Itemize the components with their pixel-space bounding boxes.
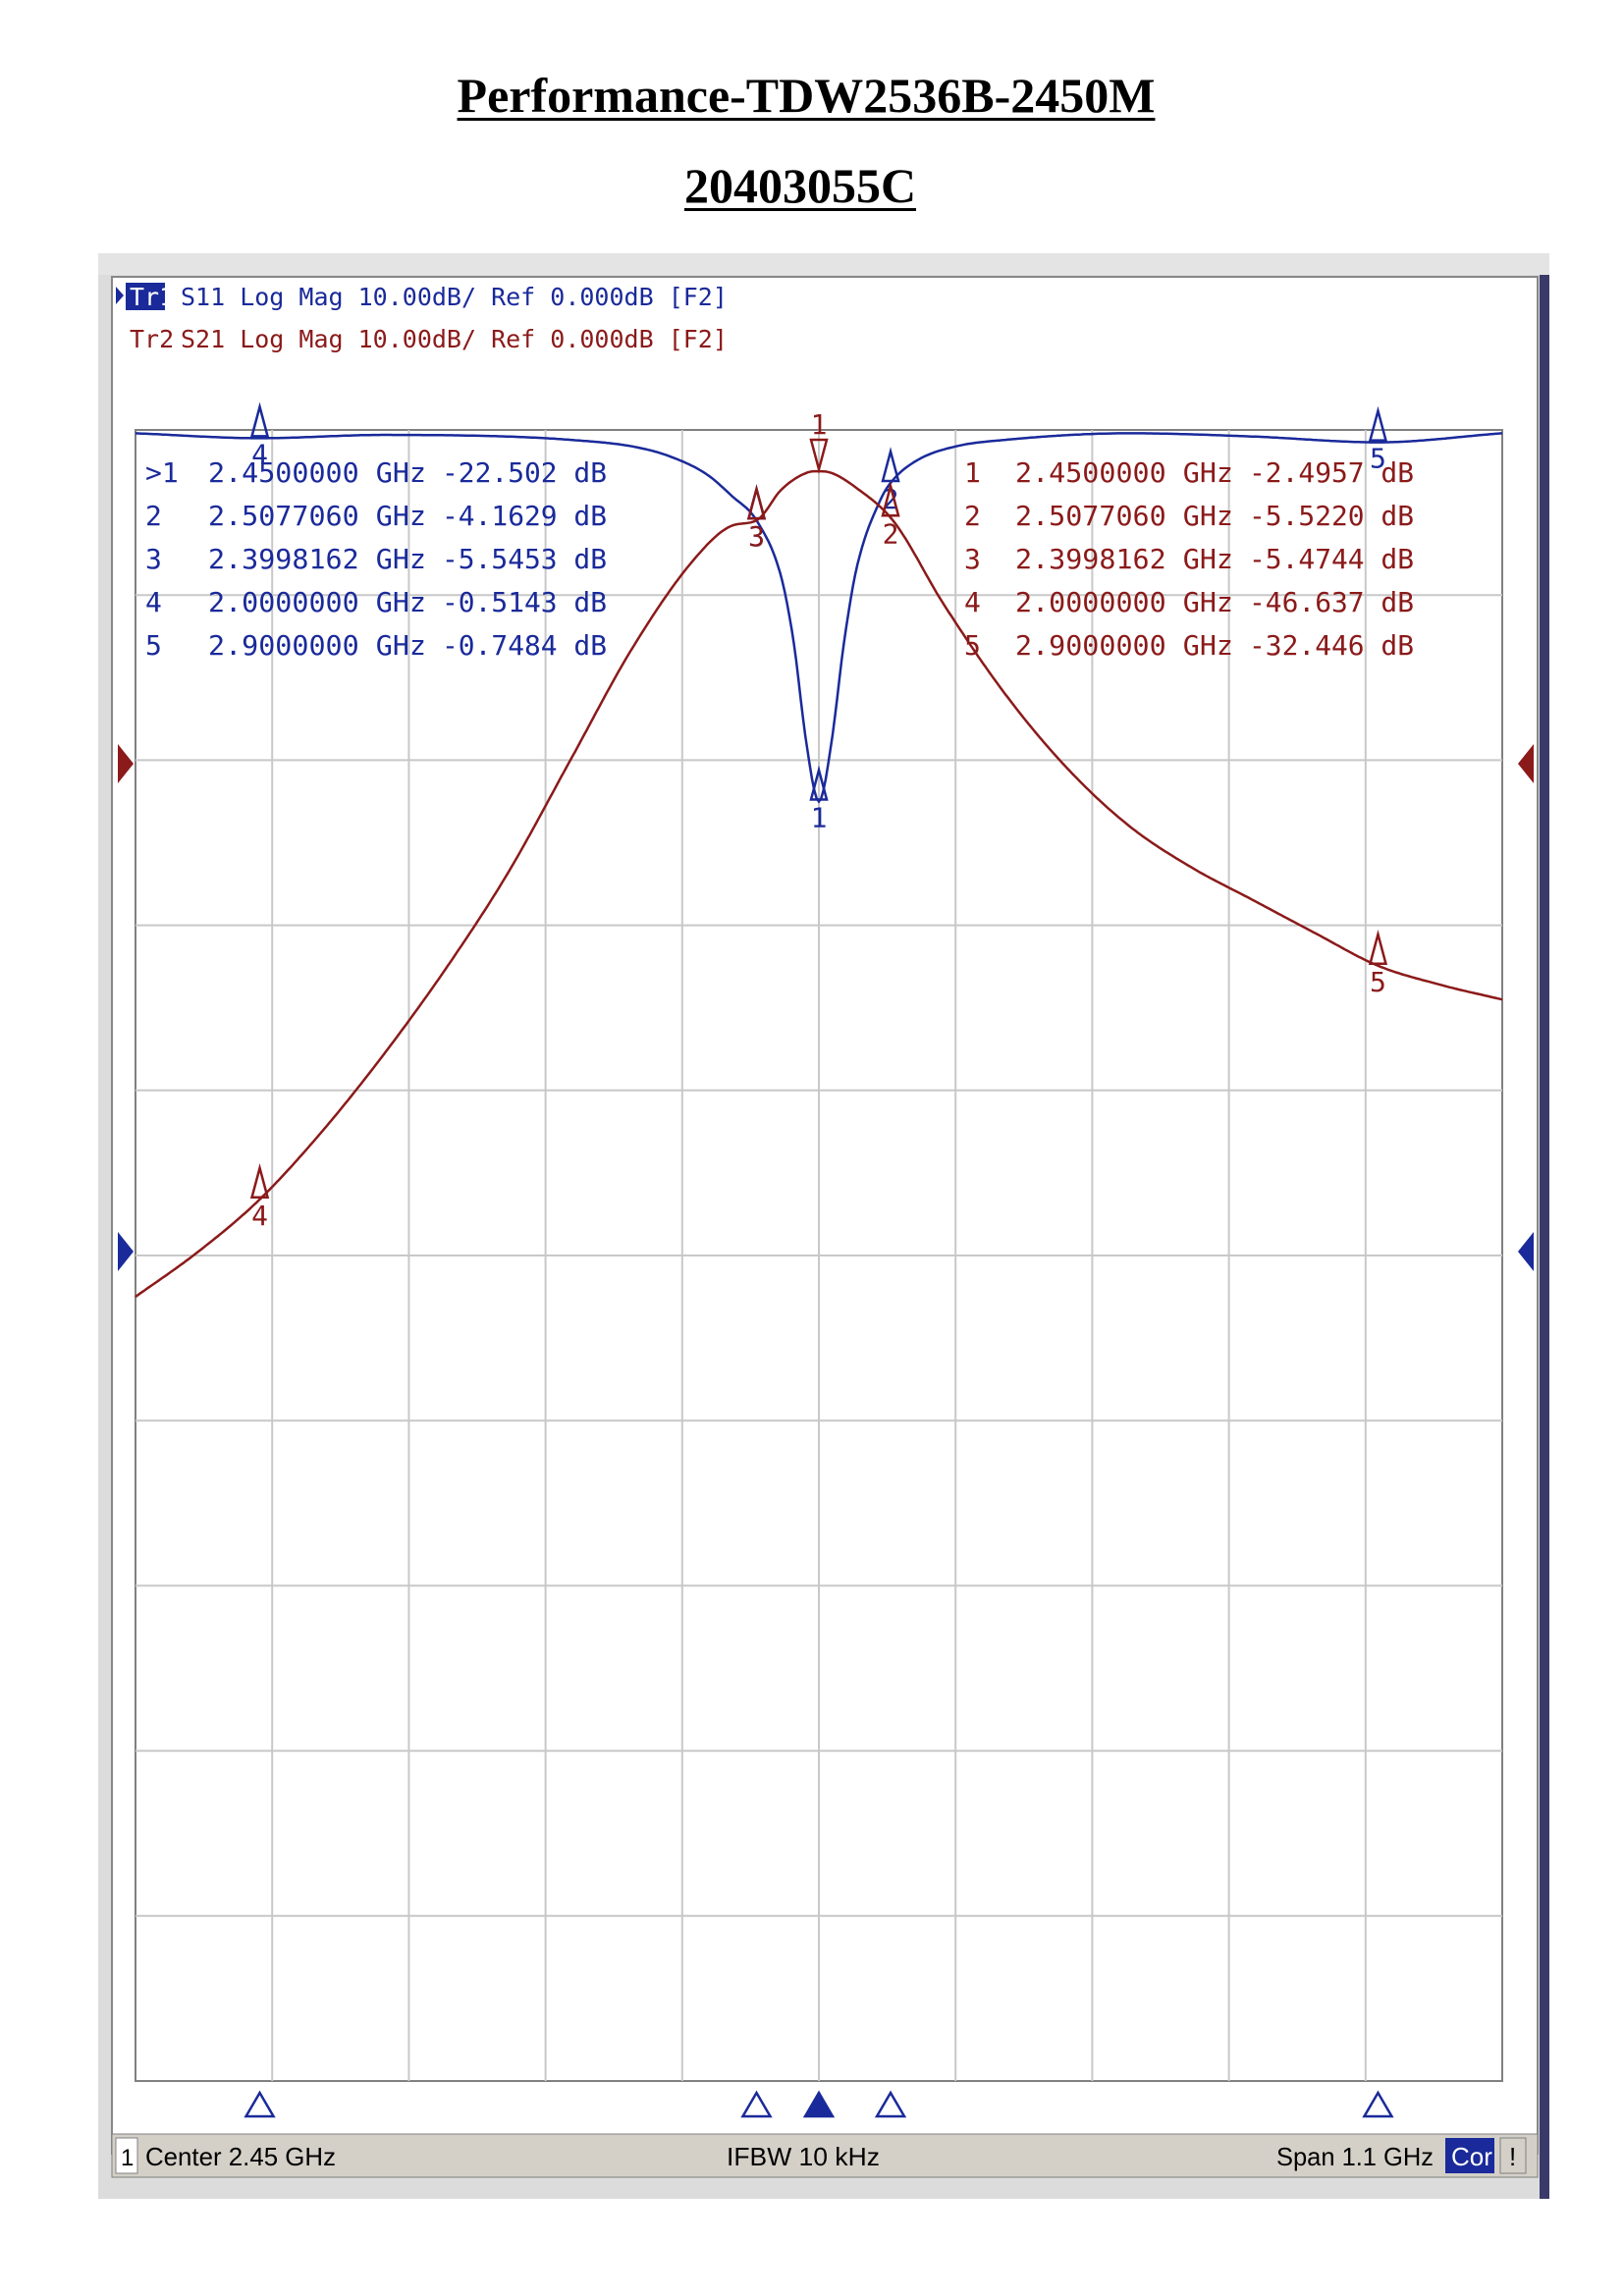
- center-frequency[interactable]: Center 2.45 GHz: [145, 2142, 336, 2171]
- window-top-strip: [98, 253, 1549, 275]
- tr1-ref-right-arrow-icon: [1518, 1232, 1534, 1271]
- marker-2-s21-glyph[interactable]: [881, 481, 900, 517]
- document-subtitle: 20403055C: [683, 158, 917, 213]
- marker-2-s21-label: 2: [883, 517, 899, 550]
- grid-lines: [135, 430, 1502, 2081]
- marker-row-label: >1: [145, 456, 179, 489]
- marker-row-label: 2: [964, 500, 981, 532]
- marker-row-label: 2: [145, 500, 162, 532]
- marker-1-s11-glyph[interactable]: [809, 765, 829, 801]
- marker-1-s11-label: 1: [811, 801, 828, 833]
- correction-label: Cor: [1451, 2142, 1492, 2171]
- marker-row-value: -5.5220 dB: [1249, 500, 1414, 532]
- network-analyzer-screenshot: Tr1 S11 Log Mag 10.00dB/ Ref 0.000dB [F2…: [98, 253, 1549, 2199]
- marker-3-position-icon[interactable]: [740, 2090, 773, 2118]
- marker-position-strip: [244, 2090, 1394, 2118]
- marker-row-value: -5.4744 dB: [1249, 543, 1414, 575]
- active-trace-arrow-icon: [116, 287, 124, 304]
- tr1-header: S11 Log Mag 10.00dB/ Ref 0.000dB [F2]: [181, 283, 728, 311]
- ifbw-setting[interactable]: IFBW 10 kHz: [727, 2142, 880, 2171]
- analyzer-display: Tr1 S11 Log Mag 10.00dB/ Ref 0.000dB [F2…: [98, 253, 1549, 2199]
- marker-row-value: -0.7484 dB: [442, 629, 607, 662]
- trace-s11: [135, 432, 1503, 804]
- marker-row-frequency: 2.5077060 GHz: [1015, 500, 1233, 532]
- marker-1-position-icon[interactable]: [802, 2090, 836, 2118]
- tr1-ref-left-arrow-icon: [118, 1232, 134, 1271]
- marker-1-s21-glyph[interactable]: [809, 438, 829, 474]
- marker-row-frequency: 2.9000000 GHz: [1015, 629, 1233, 662]
- marker-row-value: -5.5453 dB: [442, 543, 607, 575]
- marker-row-value: -2.4957 dB: [1249, 456, 1414, 489]
- marker-row-frequency: 2.9000000 GHz: [208, 629, 426, 662]
- marker-5-position-icon[interactable]: [1362, 2090, 1394, 2118]
- marker-row-value: -0.5143 dB: [442, 586, 607, 618]
- marker-row-frequency: 2.0000000 GHz: [208, 586, 426, 618]
- marker-5-s11-glyph[interactable]: [1368, 405, 1388, 442]
- marker-row-label: 4: [145, 586, 162, 618]
- tr2-ref-right-arrow-icon: [1518, 744, 1534, 783]
- marker-row-value: -32.446 dB: [1249, 629, 1414, 662]
- marker-5-s21-label: 5: [1370, 966, 1386, 998]
- tr2-header: S21 Log Mag 10.00dB/ Ref 0.000dB [F2]: [181, 325, 728, 353]
- marker-row-frequency: 2.3998162 GHz: [208, 543, 426, 575]
- marker-row-label: 5: [145, 629, 162, 662]
- marker-row-label: 1: [964, 456, 981, 489]
- channel-box[interactable]: [115, 2137, 138, 2174]
- tr2-ref-left-arrow-icon: [118, 744, 134, 783]
- marker-row-value: -46.637 dB: [1249, 586, 1414, 618]
- marker-4-s21-label: 4: [251, 1200, 268, 1232]
- plot-area: >1 2.4500000 GHz -22.502 dB2 2.5077060 GHz -…: [135, 401, 1503, 2082]
- marker-readout: >1 2.4500000 GHz -22.502 dB2 2.5077060 GHz -…: [145, 456, 1414, 662]
- marker-row-label: 3: [145, 543, 162, 575]
- document-title: Performance-TDW2536B-2450M: [457, 68, 1156, 123]
- marker-row-label: 4: [964, 586, 981, 618]
- marker-1-s21-label: 1: [811, 408, 828, 441]
- marker-2-s11-glyph[interactable]: [881, 447, 900, 483]
- status-bar: [111, 2133, 1539, 2178]
- marker-5-s11-label: 5: [1370, 443, 1386, 475]
- marker-4-s11-glyph[interactable]: [249, 401, 270, 438]
- marker-3-s21-label: 3: [748, 520, 765, 553]
- marker-3-s11-label: 3: [748, 520, 765, 553]
- marker-4-s21-glyph[interactable]: [249, 1162, 270, 1200]
- marker-row-frequency: 2.4500000 GHz: [1015, 456, 1233, 489]
- marker-4-s11-label: 4: [251, 438, 268, 470]
- marker-2-s11-label: 2: [883, 483, 899, 515]
- marker-row-frequency: 2.4500000 GHz: [208, 456, 426, 489]
- marker-row-value: -22.502 dB: [442, 456, 607, 489]
- correction-badge[interactable]: [1445, 2138, 1494, 2173]
- span-setting[interactable]: Span 1.1 GHz: [1276, 2142, 1434, 2171]
- tr1-highlight: [126, 283, 165, 310]
- marker-glyphs: 1 2 3 4 5 1 2 3 4 5: [249, 401, 1388, 1232]
- warning-flag: !: [1509, 2142, 1516, 2171]
- channel-number: 1: [121, 2145, 134, 2171]
- marker-row-frequency: 2.3998162 GHz: [1015, 543, 1233, 575]
- marker-row-value: -4.1629 dB: [442, 500, 607, 532]
- marker-3-s21-glyph[interactable]: [746, 484, 767, 520]
- marker-row-frequency: 2.0000000 GHz: [1015, 586, 1233, 618]
- warning-box[interactable]: [1499, 2137, 1527, 2174]
- tr1-label[interactable]: Tr1: [130, 283, 174, 311]
- marker-4-position-icon[interactable]: [244, 2090, 276, 2118]
- marker-row-label: 3: [964, 543, 981, 575]
- marker-row-frequency: 2.5077060 GHz: [208, 500, 426, 532]
- marker-2-position-icon[interactable]: [874, 2090, 907, 2118]
- window-right-edge: [1540, 275, 1549, 2199]
- marker-5-s21-glyph[interactable]: [1368, 929, 1388, 966]
- tr2-label[interactable]: Tr2: [130, 325, 174, 353]
